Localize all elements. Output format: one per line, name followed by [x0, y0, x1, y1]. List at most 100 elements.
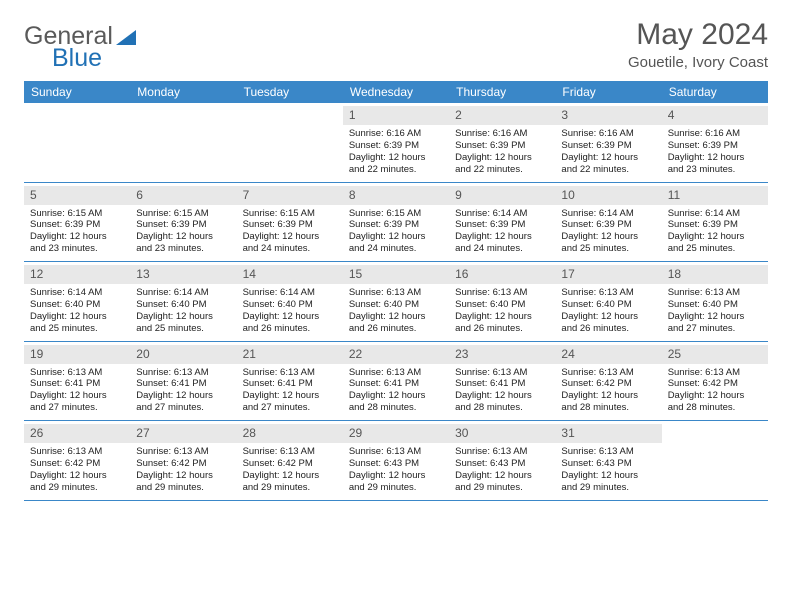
logo-line2: Blue	[52, 44, 102, 73]
page-title: May 2024	[628, 18, 768, 52]
day-details: Sunrise: 6:13 AMSunset: 6:41 PMDaylight:…	[30, 367, 124, 415]
calendar-day-cell: 26Sunrise: 6:13 AMSunset: 6:42 PMDayligh…	[24, 421, 130, 501]
day-details: Sunrise: 6:13 AMSunset: 6:40 PMDaylight:…	[561, 287, 655, 335]
calendar-day-cell: 11 Sunrise: 6:14 AMSunset: 6:39 PMDayligh…	[662, 182, 768, 262]
day-number: 30	[449, 424, 555, 443]
day-details: Sunrise: 6:14 AMSunset: 6:40 PMDaylight:…	[136, 287, 230, 335]
calendar-day-cell: 3 Sunrise: 6:16 AMSunset: 6:39 PMDaylight…	[555, 103, 661, 182]
day-number: 3	[555, 106, 661, 125]
col-header: Tuesday	[237, 81, 343, 103]
calendar-week-row: 5 Sunrise: 6:15 AMSunset: 6:39 PMDaylight…	[24, 182, 768, 262]
day-details: Sunrise: 6:14 AMSunset: 6:39 PMDaylight:…	[561, 208, 655, 256]
col-header: Wednesday	[343, 81, 449, 103]
calendar-day-cell: 6Sunrise: 6:15 AMSunset: 6:39 PMDaylight…	[130, 182, 236, 262]
calendar-day-cell: 2Sunrise: 6:16 AMSunset: 6:39 PMDaylight…	[449, 103, 555, 182]
day-number: 14	[237, 265, 343, 284]
day-details: Sunrise: 6:14 AMSunset: 6:40 PMDaylight:…	[30, 287, 124, 335]
calendar-day-cell: 18 Sunrise: 6:13 AMSunset: 6:40 PMDayligh…	[662, 262, 768, 342]
calendar-day-cell: 4 Sunrise: 6:16 AMSunset: 6:39 PMDaylight…	[662, 103, 768, 182]
day-details: Sunrise: 6:13 AMSunset: 6:40 PMDaylight:…	[349, 287, 443, 335]
day-number: 18	[662, 265, 768, 284]
title-block: May 2024 Gouetile, Ivory Coast	[628, 18, 768, 71]
calendar-day-cell: 21Sunrise: 6:13 AMSunset: 6:41 PMDayligh…	[237, 341, 343, 421]
calendar-day-cell: 20 Sunrise: 6:13 AMSunset: 6:41 PMDayligh…	[130, 341, 236, 421]
day-details: Sunrise: 6:16 AMSunset: 6:39 PMDaylight:…	[349, 128, 443, 176]
day-details: Sunrise: 6:13 AMSunset: 6:43 PMDaylight:…	[561, 446, 655, 494]
day-details: Sunrise: 6:13 AMSunset: 6:43 PMDaylight:…	[455, 446, 549, 494]
calendar-day-cell: 17 Sunrise: 6:13 AMSunset: 6:40 PMDayligh…	[555, 262, 661, 342]
day-details: Sunrise: 6:14 AMSunset: 6:39 PMDaylight:…	[668, 208, 762, 256]
day-number: 10	[555, 186, 661, 205]
day-number: 15	[343, 265, 449, 284]
day-number: 7	[237, 186, 343, 205]
day-details: Sunrise: 6:14 AMSunset: 6:40 PMDaylight:…	[243, 287, 337, 335]
day-details: Sunrise: 6:16 AMSunset: 6:39 PMDaylight:…	[561, 128, 655, 176]
day-number: 8	[343, 186, 449, 205]
logo-blue-text: Blue	[52, 44, 102, 72]
calendar-day-cell: 5 Sunrise: 6:15 AMSunset: 6:39 PMDaylight…	[24, 182, 130, 262]
calendar-day-cell: 29 Sunrise: 6:13 AMSunset: 6:43 PMDayligh…	[343, 421, 449, 501]
calendar-week-row: 26Sunrise: 6:13 AMSunset: 6:42 PMDayligh…	[24, 421, 768, 501]
logo-triangle-icon	[116, 28, 138, 46]
calendar-day-cell: 31 Sunrise: 6:13 AMSunset: 6:43 PMDayligh…	[555, 421, 661, 501]
day-number: 16	[449, 265, 555, 284]
day-number: 12	[24, 265, 130, 284]
day-details: Sunrise: 6:15 AMSunset: 6:39 PMDaylight:…	[243, 208, 337, 256]
calendar-day-cell: 23 Sunrise: 6:13 AMSunset: 6:41 PMDayligh…	[449, 341, 555, 421]
location-text: Gouetile, Ivory Coast	[628, 54, 768, 71]
calendar-day-cell: 13 Sunrise: 6:14 AMSunset: 6:40 PMDayligh…	[130, 262, 236, 342]
day-number: 4	[662, 106, 768, 125]
calendar-day-cell: 30 Sunrise: 6:13 AMSunset: 6:43 PMDayligh…	[449, 421, 555, 501]
day-number: 9	[449, 186, 555, 205]
calendar-table: SundayMondayTuesdayWednesdayThursdayFrid…	[24, 81, 768, 501]
calendar-week-row: 1 Sunrise: 6:16 AMSunset: 6:39 PMDaylight…	[24, 103, 768, 182]
day-details: Sunrise: 6:13 AMSunset: 6:42 PMDaylight:…	[668, 367, 762, 415]
day-number: 23	[449, 345, 555, 364]
day-number: 17	[555, 265, 661, 284]
day-number: 1	[343, 106, 449, 125]
day-details: Sunrise: 6:13 AMSunset: 6:43 PMDaylight:…	[349, 446, 443, 494]
day-number: 27	[130, 424, 236, 443]
calendar-day-cell: 24 Sunrise: 6:13 AMSunset: 6:42 PMDayligh…	[555, 341, 661, 421]
calendar-day-cell: 28Sunrise: 6:13 AMSunset: 6:42 PMDayligh…	[237, 421, 343, 501]
day-details: Sunrise: 6:16 AMSunset: 6:39 PMDaylight:…	[668, 128, 762, 176]
col-header: Saturday	[662, 81, 768, 103]
calendar-day-cell: 27 Sunrise: 6:13 AMSunset: 6:42 PMDayligh…	[130, 421, 236, 501]
day-number: 11	[662, 186, 768, 205]
day-details: Sunrise: 6:13 AMSunset: 6:41 PMDaylight:…	[455, 367, 549, 415]
day-details: Sunrise: 6:13 AMSunset: 6:40 PMDaylight:…	[668, 287, 762, 335]
calendar-day-cell: 16 Sunrise: 6:13 AMSunset: 6:40 PMDayligh…	[449, 262, 555, 342]
calendar-week-row: 12 Sunrise: 6:14 AMSunset: 6:40 PMDayligh…	[24, 262, 768, 342]
day-details: Sunrise: 6:13 AMSunset: 6:41 PMDaylight:…	[136, 367, 230, 415]
calendar-body: 1 Sunrise: 6:16 AMSunset: 6:39 PMDaylight…	[24, 103, 768, 500]
day-number: 20	[130, 345, 236, 364]
col-header: Sunday	[24, 81, 130, 103]
calendar-header-row: SundayMondayTuesdayWednesdayThursdayFrid…	[24, 81, 768, 103]
day-details: Sunrise: 6:15 AMSunset: 6:39 PMDaylight:…	[30, 208, 124, 256]
day-details: Sunrise: 6:15 AMSunset: 6:39 PMDaylight:…	[349, 208, 443, 256]
calendar-day-cell: 22Sunrise: 6:13 AMSunset: 6:41 PMDayligh…	[343, 341, 449, 421]
day-details: Sunrise: 6:13 AMSunset: 6:40 PMDaylight:…	[455, 287, 549, 335]
day-number: 29	[343, 424, 449, 443]
day-number: 31	[555, 424, 661, 443]
day-number: 24	[555, 345, 661, 364]
calendar-day-cell	[24, 103, 130, 182]
day-number: 22	[343, 345, 449, 364]
day-details: Sunrise: 6:13 AMSunset: 6:41 PMDaylight:…	[243, 367, 337, 415]
day-details: Sunrise: 6:13 AMSunset: 6:42 PMDaylight:…	[561, 367, 655, 415]
calendar-day-cell	[662, 421, 768, 501]
calendar-day-cell: 12 Sunrise: 6:14 AMSunset: 6:40 PMDayligh…	[24, 262, 130, 342]
calendar-day-cell: 19 Sunrise: 6:13 AMSunset: 6:41 PMDayligh…	[24, 341, 130, 421]
day-details: Sunrise: 6:14 AMSunset: 6:39 PMDaylight:…	[455, 208, 549, 256]
day-number: 19	[24, 345, 130, 364]
day-number: 5	[24, 186, 130, 205]
header: General May 2024 Gouetile, Ivory Coast	[24, 18, 768, 71]
day-details: Sunrise: 6:13 AMSunset: 6:42 PMDaylight:…	[136, 446, 230, 494]
day-details: Sunrise: 6:15 AMSunset: 6:39 PMDaylight:…	[136, 208, 230, 256]
calendar-day-cell: 1 Sunrise: 6:16 AMSunset: 6:39 PMDaylight…	[343, 103, 449, 182]
day-details: Sunrise: 6:13 AMSunset: 6:42 PMDaylight:…	[30, 446, 124, 494]
calendar-day-cell: 25Sunrise: 6:13 AMSunset: 6:42 PMDayligh…	[662, 341, 768, 421]
calendar-day-cell	[130, 103, 236, 182]
day-number: 13	[130, 265, 236, 284]
col-header: Monday	[130, 81, 236, 103]
